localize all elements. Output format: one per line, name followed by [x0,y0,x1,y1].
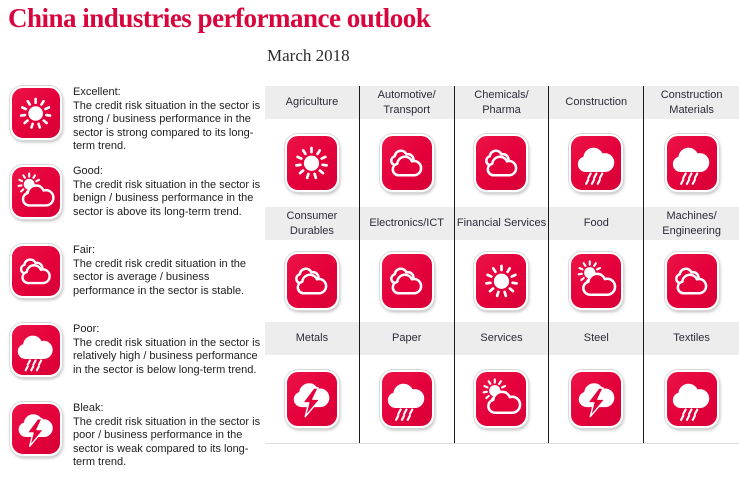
industry-label: Electronics/ICT [369,217,444,230]
industry-label: Financial Services [456,217,547,230]
storm-cloud-icon [284,370,339,428]
industry-label: Metals [295,332,329,345]
industry-label: Machines/ Engineering [662,210,721,237]
legend-rating-label: Bleak: [73,402,104,414]
sun-icon [474,252,529,310]
clouds-icon [379,134,434,192]
clouds-icon [664,252,719,310]
industry-label: Construction Materials [660,89,723,116]
industry-rating-cell [265,355,360,443]
sun-behind-cloud-icon [569,252,624,310]
industry-label: Textiles [673,332,710,345]
industry-rating-cell [265,119,360,207]
legend-rating-label: Good: [73,165,103,177]
legend-item: Excellent: The credit risk situation in … [10,86,262,165]
industry-header: Paper [359,322,455,355]
legend-rating-label: Excellent: [73,86,121,98]
industry-rating-cell [265,240,360,322]
clouds-icon [284,252,339,310]
industry-rating-cell [549,355,645,443]
industry-label: Automotive/ Transport [377,89,436,116]
sun-icon [284,134,339,192]
legend-rating-description: The credit risk situation in the sector … [73,415,261,469]
industry-header: Construction [549,86,645,119]
industry-header: Automotive/ Transport [359,86,455,119]
industry-label: Services [480,332,523,345]
clouds-icon [10,244,62,298]
industry-header: Food [549,207,645,240]
rain-cloud-icon [379,370,434,428]
report-date: March 2018 [267,46,350,65]
industry-header: Metals [265,322,360,355]
industry-rating-cell [454,240,550,322]
industry-header: Chemicals/ Pharma [454,86,550,119]
industry-rating-cell [359,240,455,322]
industry-header: Electronics/ICT [359,207,455,240]
industry-header: Agriculture [265,86,360,119]
sun-icon [10,86,62,140]
storm-cloud-icon [569,370,624,428]
clouds-icon [379,252,434,310]
legend-rating-description: The credit risk situation in the sector … [73,99,261,153]
industry-header: Textiles [644,322,739,355]
industry-label: Consumer Durables [286,210,338,237]
industry-rating-cell [549,240,645,322]
legend-item: Fair: The credit risk credit situation i… [10,244,262,323]
industry-header: Steel [549,322,645,355]
rain-cloud-icon [664,134,719,192]
legend-rating-description: The credit risk situation in the sector … [73,336,261,376]
legend-item: Bleak: The credit risk situation in the … [10,402,262,479]
legend-rating-label: Fair: [73,244,95,256]
page-title: China industries performance outlook [8,3,431,33]
rating-legend: Excellent: The credit risk situation in … [10,86,262,479]
legend-item: Good: The credit risk situation in the s… [10,165,262,244]
industry-label: Paper [392,332,422,345]
industry-header: Construction Materials [644,86,739,119]
industry-rating-cell [549,119,645,207]
industry-header: Consumer Durables [265,207,360,240]
legend-rating-label: Poor: [73,323,100,335]
rain-cloud-icon [569,134,624,192]
legend-rating-description: The credit risk credit situation in the … [73,257,247,297]
industry-label: Steel [583,332,609,345]
industry-rating-cell [359,355,455,443]
rain-cloud-icon [10,323,62,377]
industry-rating-cell [644,355,739,443]
industry-rating-cell [644,240,739,322]
industry-header: Financial Services [454,207,550,240]
industry-rating-cell [359,119,455,207]
industry-header: Machines/ Engineering [644,207,739,240]
industry-header: Services [454,322,550,355]
industry-rating-cell [454,119,550,207]
industry-label: Agriculture [285,96,339,109]
industries-grid: Agriculture Automotive/ Transport Chemical… [265,86,739,444]
industry-rating-cell [454,355,550,443]
industry-label: Chemicals/ Pharma [474,89,529,116]
legend-rating-description: The credit risk situation in the sector … [73,178,261,218]
sun-behind-cloud-icon [10,165,62,219]
clouds-icon [474,134,529,192]
sun-behind-cloud-icon [474,370,529,428]
industry-rating-cell [644,119,739,207]
storm-cloud-icon [10,402,62,456]
industry-label: Food [583,217,609,230]
rain-cloud-icon [664,370,719,428]
legend-item: Poor: The credit risk situation in the s… [10,323,262,402]
industry-label: Construction [565,96,628,109]
